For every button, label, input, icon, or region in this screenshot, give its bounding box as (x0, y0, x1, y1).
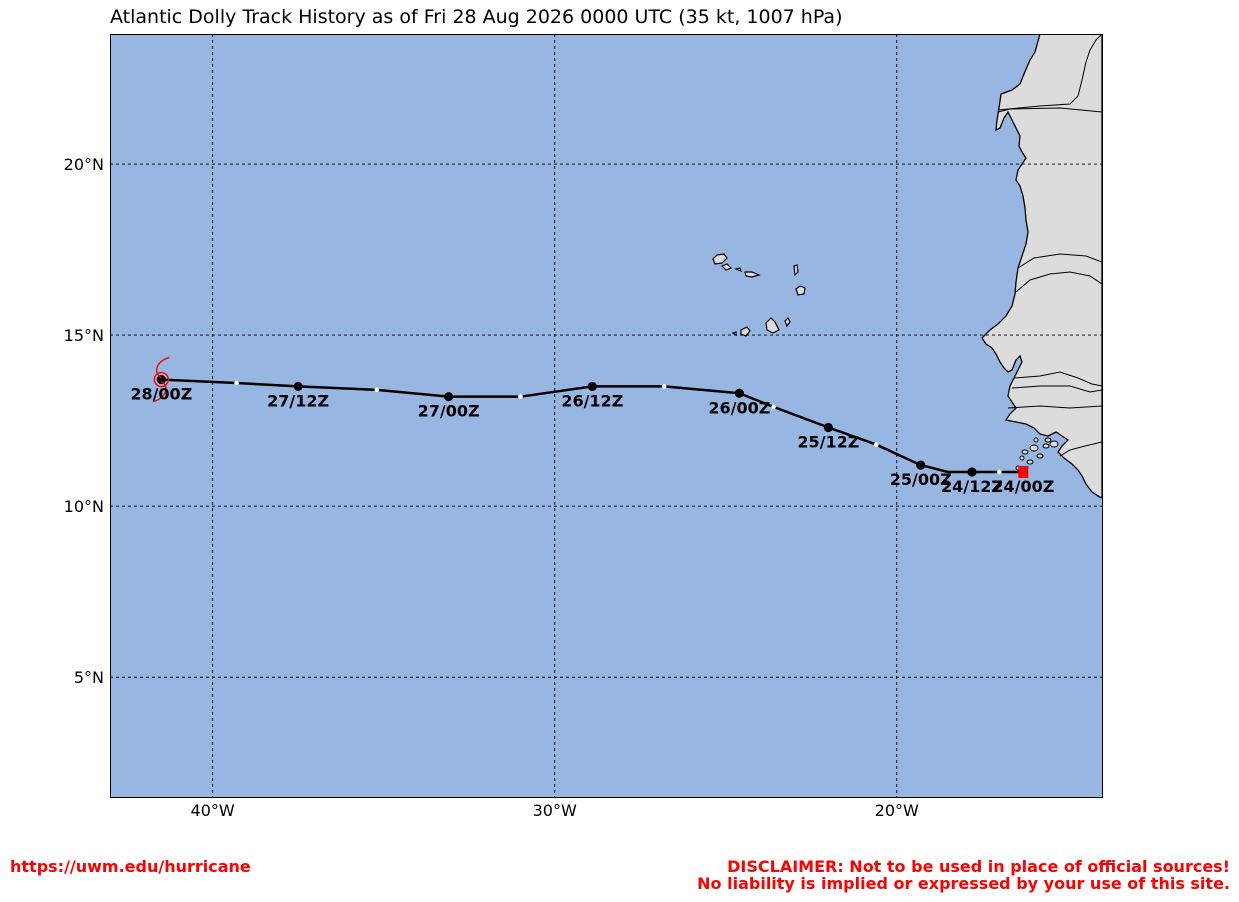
longitude-tick-label: 30°W (533, 801, 577, 820)
island (1044, 437, 1052, 443)
track-point-6h (234, 380, 239, 386)
country-border (1007, 405, 1102, 409)
gridlines (110, 34, 1102, 797)
longitude-tick-label: 20°W (875, 801, 919, 820)
axis-tick-labels: 40°W 30°W 20°W 20°N 15°N 10°N 5°N (64, 155, 919, 820)
storm-symbol-ring (153, 371, 170, 388)
island (731, 331, 737, 337)
track-point-6h (771, 404, 776, 410)
fix-time-label: 25/00Z (890, 470, 952, 489)
country-border (1015, 271, 1102, 293)
country-border (1059, 441, 1102, 457)
island (1042, 443, 1050, 449)
country-border (1013, 371, 1102, 387)
track-point-6h (873, 442, 879, 447)
track-point-12h (967, 467, 977, 477)
disclaimer-line-1: DISCLAIMER: Not to be used in place of o… (727, 857, 1230, 876)
land-layer (712, 34, 1102, 499)
coastline-africa (981, 34, 1102, 499)
island (1019, 455, 1025, 461)
longitude-tick-label: 40°W (191, 801, 235, 820)
island (1026, 459, 1034, 465)
fix-time-label: 27/00Z (418, 402, 480, 421)
country-border (997, 107, 1102, 113)
storm-track (153, 356, 1029, 478)
track-point-6h (374, 387, 380, 393)
disclaimer-line-2: No liability is implied or expressed by … (697, 874, 1230, 893)
island (1029, 444, 1039, 452)
country-border (997, 34, 1102, 111)
island (1049, 440, 1059, 448)
fix-time-label: 26/00Z (708, 398, 770, 417)
island (744, 271, 761, 278)
genesis-marker (1018, 465, 1029, 478)
fix-time-label: 25/12Z (797, 432, 859, 451)
fix-time-label: 24/12Z (941, 477, 1003, 496)
country-border (1017, 253, 1102, 269)
latitude-tick-label: 15°N (64, 326, 104, 345)
latitude-tick-label: 20°N (64, 155, 104, 174)
fix-time-label: 27/12Z (267, 391, 329, 410)
fix-time-label: 26/12Z (561, 391, 623, 410)
island (793, 264, 799, 277)
track-point-12h (916, 460, 926, 470)
island (1021, 449, 1029, 455)
track-point-12h (444, 392, 454, 402)
track-point-6h (518, 394, 523, 399)
track-point-12h (823, 422, 833, 433)
island (1036, 453, 1044, 459)
map-frame (110, 34, 1103, 798)
track-point-12h (587, 381, 597, 392)
island (1033, 437, 1039, 443)
storm-symbol-arc-bottom (153, 380, 167, 403)
ocean-background (110, 34, 1102, 797)
fix-time-label: 24/00Z (992, 477, 1054, 496)
island (720, 263, 733, 271)
island (734, 267, 742, 273)
country-border (1011, 385, 1102, 393)
track-point-6h (997, 469, 1002, 475)
latitude-tick-label: 10°N (64, 497, 104, 516)
site-url-link[interactable]: https://uwm.edu/hurricane (10, 857, 251, 876)
map-title: Atlantic Dolly Track History as of Fri 2… (110, 6, 843, 28)
island (765, 317, 780, 334)
island (712, 253, 728, 265)
latitude-tick-label: 5°N (74, 668, 104, 687)
island (784, 316, 791, 328)
fix-time-label: 28/00Z (130, 385, 192, 404)
tropical-storm-symbol (153, 356, 170, 403)
track-point-12h (293, 381, 303, 392)
island (740, 326, 751, 337)
track-point-6h (661, 384, 667, 389)
island (795, 285, 806, 296)
storm-symbol-arc-top (155, 356, 170, 379)
track-point-12h (734, 388, 745, 398)
track-point-12h (156, 374, 166, 385)
